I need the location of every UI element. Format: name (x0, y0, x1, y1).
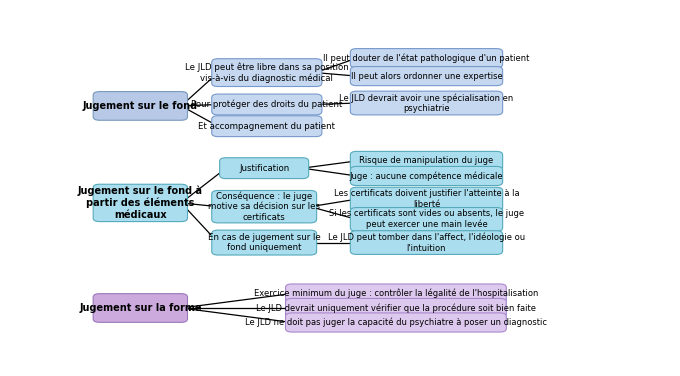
Text: Jugement sur la forme: Jugement sur la forme (79, 303, 201, 313)
FancyBboxPatch shape (350, 49, 503, 68)
FancyBboxPatch shape (93, 92, 188, 120)
Text: Risque de manipulation du juge: Risque de manipulation du juge (359, 156, 494, 165)
Text: Pour protéger des droits du patient: Pour protéger des droits du patient (191, 100, 343, 109)
Text: Jugement sur le fond: Jugement sur le fond (83, 101, 198, 111)
FancyBboxPatch shape (93, 294, 188, 322)
Text: Le JLD devrait uniquement vérifier que la procédure soit bien faite: Le JLD devrait uniquement vérifier que l… (256, 303, 536, 313)
Text: Le JLD ne doit pas juger la capacité du psychiatre à poser un diagnostic: Le JLD ne doit pas juger la capacité du … (245, 318, 547, 327)
Text: Les certificats doivent justifier l'atteinte à la
liberté: Les certificats doivent justifier l'atte… (334, 190, 520, 209)
FancyBboxPatch shape (350, 91, 503, 115)
FancyBboxPatch shape (350, 167, 503, 185)
FancyBboxPatch shape (211, 230, 317, 255)
Text: Exercice minimum du juge : contrôler la légalité de l'hospitalisation: Exercice minimum du juge : contrôler la … (254, 289, 538, 298)
FancyBboxPatch shape (220, 158, 309, 179)
FancyBboxPatch shape (350, 231, 503, 255)
FancyBboxPatch shape (286, 313, 507, 332)
Text: Conséquence : le juge
motive sa décision sur les
certificats: Conséquence : le juge motive sa décision… (208, 191, 320, 222)
FancyBboxPatch shape (350, 187, 503, 211)
Text: Jugement sur le fond à
partir des éléments
médicaux: Jugement sur le fond à partir des élémen… (78, 186, 203, 220)
Text: Il peut alors ordonner une expertise: Il peut alors ordonner une expertise (351, 71, 503, 80)
FancyBboxPatch shape (286, 284, 507, 303)
FancyBboxPatch shape (350, 67, 503, 86)
Text: Le JLD peut être libre dans sa position
vis-à-vis du diagnostic médical: Le JLD peut être libre dans sa position … (185, 62, 349, 83)
FancyBboxPatch shape (350, 208, 503, 231)
FancyBboxPatch shape (93, 184, 188, 221)
Text: En cas de jugement sur le
fond uniquement: En cas de jugement sur le fond uniquemen… (208, 233, 320, 252)
FancyBboxPatch shape (211, 191, 317, 223)
FancyBboxPatch shape (350, 152, 503, 170)
Text: Justification: Justification (239, 164, 289, 173)
FancyBboxPatch shape (211, 59, 322, 86)
FancyBboxPatch shape (211, 94, 322, 115)
Text: Le JLD peut tomber dans l'affect, l'idéologie ou
l'intuition: Le JLD peut tomber dans l'affect, l'idéo… (328, 233, 525, 253)
FancyBboxPatch shape (211, 116, 322, 136)
Text: Le JLD devrait avoir une spécialisation en
psychiatrie: Le JLD devrait avoir une spécialisation … (339, 93, 513, 113)
Text: Et accompagnement du patient: Et accompagnement du patient (199, 122, 335, 131)
Text: Il peut douter de l'état pathologique d'un patient: Il peut douter de l'état pathologique d'… (323, 53, 530, 63)
Text: Juge : aucune compétence médicale: Juge : aucune compétence médicale (350, 171, 503, 181)
FancyBboxPatch shape (286, 299, 507, 318)
Text: Si les certificats sont vides ou absents, le juge
peut exercer une main levée: Si les certificats sont vides ou absents… (329, 209, 524, 229)
